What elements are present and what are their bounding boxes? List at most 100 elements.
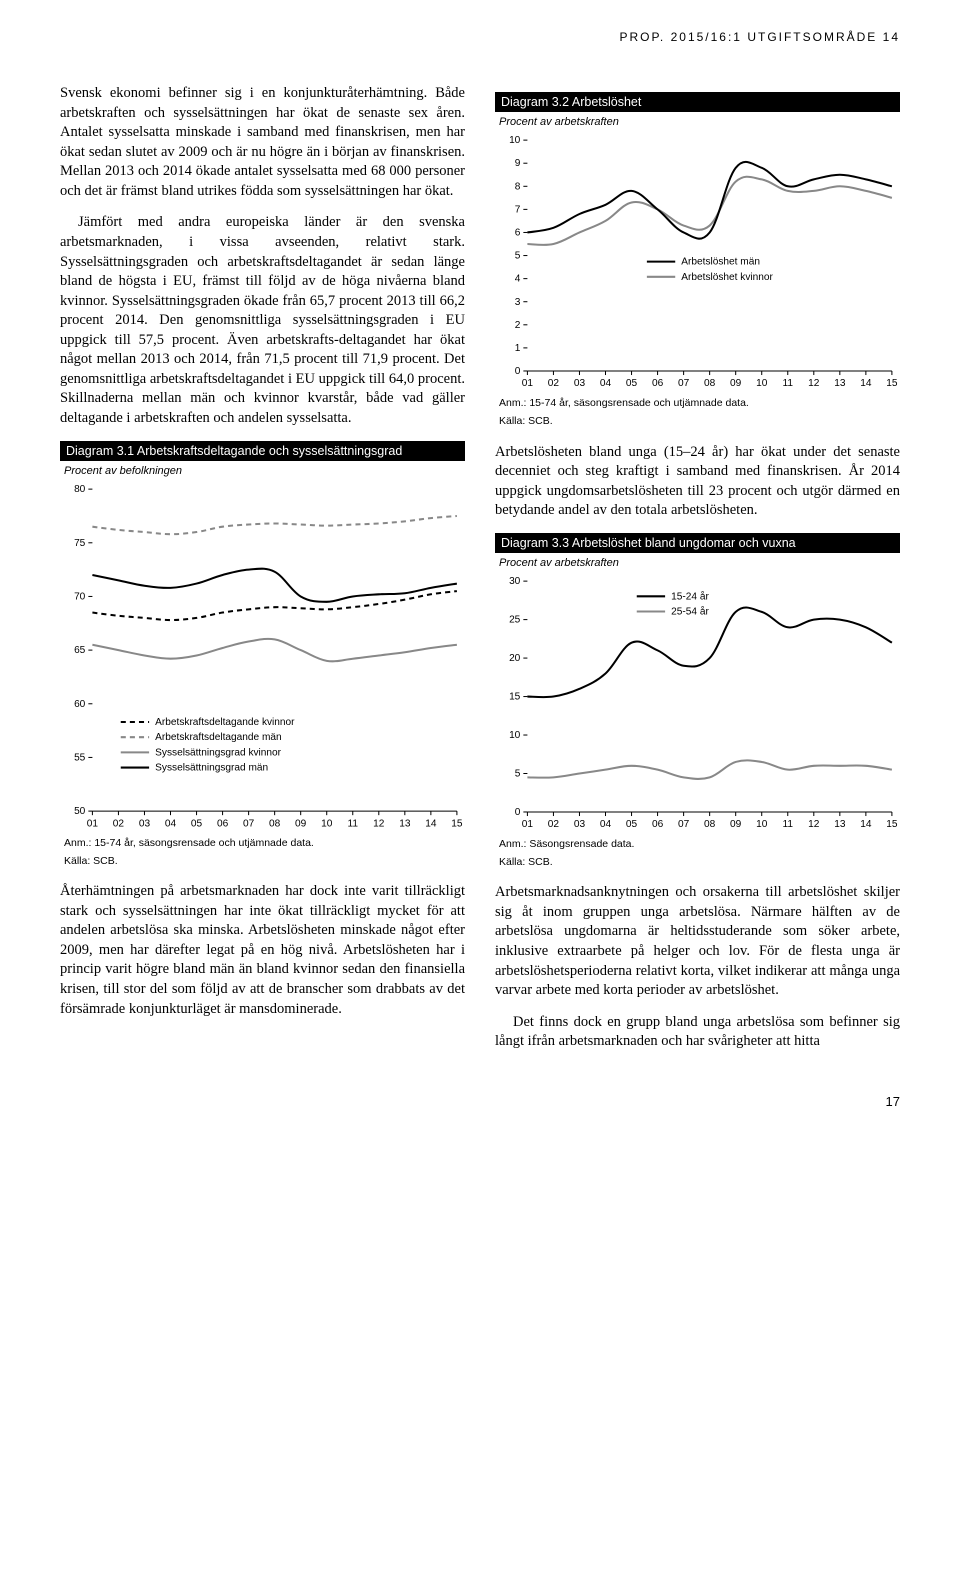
svg-text:04: 04: [600, 378, 612, 389]
svg-text:01: 01: [522, 819, 534, 830]
chart2-subtitle: Procent av arbetskraften: [499, 116, 900, 128]
chart3-source: Källa: SCB.: [499, 856, 900, 870]
chart2-note: Anm.: 15-74 år, säsongsrensade och utjäm…: [499, 397, 900, 411]
svg-text:08: 08: [269, 818, 281, 829]
svg-text:55: 55: [74, 752, 86, 763]
svg-text:Arbetskraftsdeltagande män: Arbetskraftsdeltagande män: [155, 732, 281, 743]
svg-text:3: 3: [515, 297, 521, 308]
svg-text:06: 06: [652, 819, 664, 830]
svg-text:01: 01: [522, 378, 534, 389]
svg-text:30: 30: [509, 576, 521, 587]
svg-text:03: 03: [574, 819, 586, 830]
chart2: 0123456789100102030405060708091011121314…: [495, 130, 900, 393]
chart1-svg: 5055606570758001020304050607080910111213…: [60, 479, 465, 833]
svg-text:04: 04: [165, 818, 177, 829]
chart1-note: Anm.: 15-74 år, säsongsrensade och utjäm…: [64, 837, 465, 851]
svg-text:5: 5: [515, 251, 521, 262]
svg-text:07: 07: [243, 818, 255, 829]
svg-text:6: 6: [515, 228, 521, 239]
svg-text:11: 11: [783, 819, 794, 830]
chart3-title: Diagram 3.3 Arbetslöshet bland ungdomar …: [495, 533, 900, 553]
svg-text:15: 15: [886, 819, 898, 830]
svg-text:14: 14: [860, 378, 872, 389]
body-paragraph: Arbetsmarknadsanknytningen och orsakerna…: [495, 883, 900, 1000]
svg-text:0: 0: [515, 366, 521, 377]
svg-text:14: 14: [860, 819, 872, 830]
body-paragraph: Jämfört med andra europeiska länder är d…: [60, 213, 465, 428]
svg-text:60: 60: [74, 698, 86, 709]
svg-text:09: 09: [730, 378, 742, 389]
svg-text:03: 03: [139, 818, 151, 829]
svg-text:01: 01: [87, 818, 99, 829]
svg-text:07: 07: [678, 819, 690, 830]
chart3-subtitle: Procent av arbetskraften: [499, 557, 900, 569]
svg-text:75: 75: [74, 537, 86, 548]
svg-text:Sysselsättningsgrad män: Sysselsättningsgrad män: [155, 762, 268, 773]
svg-text:15: 15: [509, 691, 521, 702]
left-column: Svensk ekonomi befinner sig i en konjunk…: [60, 84, 465, 1064]
svg-text:08: 08: [704, 819, 716, 830]
svg-text:5: 5: [515, 768, 521, 779]
svg-text:12: 12: [808, 819, 820, 830]
chart3: 0510152025300102030405060708091011121314…: [495, 571, 900, 834]
right-column: Diagram 3.2 Arbetslöshet Procent av arbe…: [495, 84, 900, 1064]
chart1-source: Källa: SCB.: [64, 855, 465, 869]
svg-text:25: 25: [509, 614, 521, 625]
svg-text:Sysselsättningsgrad kvinnor: Sysselsättningsgrad kvinnor: [155, 747, 282, 758]
svg-text:4: 4: [515, 274, 521, 285]
svg-text:15-24 år: 15-24 år: [671, 590, 709, 602]
chart2-source: Källa: SCB.: [499, 415, 900, 429]
svg-text:2: 2: [515, 320, 521, 331]
svg-text:13: 13: [834, 378, 846, 389]
svg-text:20: 20: [509, 653, 521, 664]
svg-text:12: 12: [808, 378, 820, 389]
svg-text:50: 50: [74, 806, 86, 817]
svg-text:13: 13: [834, 819, 846, 830]
svg-text:10: 10: [756, 819, 768, 830]
svg-text:9: 9: [515, 158, 521, 169]
svg-text:12: 12: [373, 818, 385, 829]
svg-text:05: 05: [626, 378, 638, 389]
svg-text:10: 10: [509, 135, 521, 146]
svg-text:09: 09: [730, 819, 742, 830]
chart2-svg: 0123456789100102030405060708091011121314…: [495, 130, 900, 393]
chart1-title: Diagram 3.1 Arbetskraftsdeltagande och s…: [60, 441, 465, 461]
svg-text:06: 06: [652, 378, 664, 389]
svg-text:11: 11: [348, 818, 359, 829]
svg-text:11: 11: [783, 378, 794, 389]
body-paragraph: Det finns dock en grupp bland unga arbet…: [495, 1013, 900, 1052]
svg-text:10: 10: [756, 378, 768, 389]
svg-text:80: 80: [74, 484, 86, 495]
svg-text:04: 04: [600, 819, 612, 830]
page-header: PROP. 2015/16:1 UTGIFTSOMRÅDE 14: [60, 30, 900, 44]
svg-text:05: 05: [626, 819, 638, 830]
svg-text:7: 7: [515, 204, 521, 215]
svg-text:0: 0: [515, 807, 521, 818]
body-paragraph: Arbetslösheten bland unga (15–24 år) har…: [495, 443, 900, 521]
svg-text:8: 8: [515, 181, 521, 192]
svg-text:65: 65: [74, 645, 86, 656]
svg-text:14: 14: [425, 818, 437, 829]
svg-text:06: 06: [217, 818, 229, 829]
svg-text:1: 1: [515, 343, 521, 354]
svg-text:15: 15: [886, 378, 898, 389]
svg-text:02: 02: [548, 819, 560, 830]
svg-text:13: 13: [399, 818, 411, 829]
svg-text:02: 02: [113, 818, 125, 829]
chart1: 5055606570758001020304050607080910111213…: [60, 479, 465, 833]
svg-text:70: 70: [74, 591, 86, 602]
chart1-subtitle: Procent av befolkningen: [64, 465, 465, 477]
svg-text:25-54 år: 25-54 år: [671, 605, 709, 617]
svg-text:05: 05: [191, 818, 203, 829]
svg-text:08: 08: [704, 378, 716, 389]
svg-text:10: 10: [509, 730, 521, 741]
svg-text:09: 09: [295, 818, 307, 829]
svg-text:03: 03: [574, 378, 586, 389]
svg-text:07: 07: [678, 378, 690, 389]
body-paragraph: Svensk ekonomi befinner sig i en konjunk…: [60, 84, 465, 201]
svg-text:Arbetslöshet män: Arbetslöshet män: [681, 257, 760, 268]
chart2-title: Diagram 3.2 Arbetslöshet: [495, 92, 900, 112]
svg-text:Arbetslöshet kvinnor: Arbetslöshet kvinnor: [681, 272, 773, 283]
body-paragraph: Återhämtningen på arbetsmarknaden har do…: [60, 882, 465, 1019]
page-number: 17: [60, 1094, 900, 1109]
